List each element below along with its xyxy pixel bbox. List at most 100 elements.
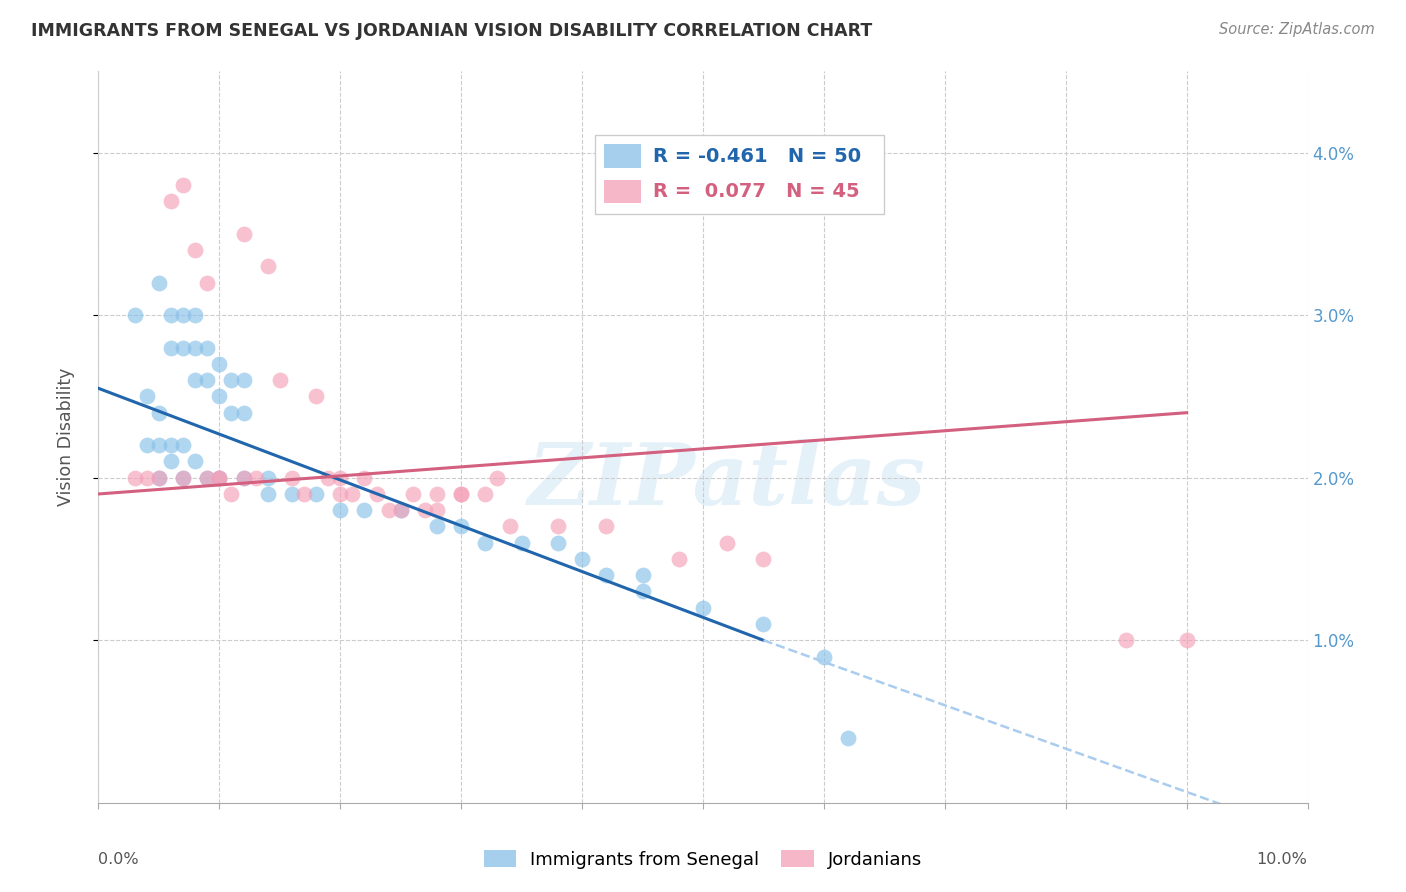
Bar — [605, 179, 641, 203]
Bar — [605, 144, 641, 168]
Point — [413, 503, 436, 517]
Point — [486, 471, 509, 485]
Point — [135, 389, 157, 403]
Point — [172, 438, 194, 452]
Point — [595, 568, 617, 582]
Text: ZIPatlas: ZIPatlas — [529, 439, 927, 523]
Point — [184, 341, 207, 355]
Point — [184, 308, 207, 322]
Point — [232, 471, 254, 485]
Point — [221, 406, 243, 420]
Y-axis label: Vision Disability: Vision Disability — [56, 368, 75, 507]
Point — [148, 471, 170, 485]
Point — [329, 487, 352, 501]
Point — [547, 535, 569, 549]
Point — [124, 308, 146, 322]
Point — [292, 487, 315, 501]
Text: R =  0.077   N = 45: R = 0.077 N = 45 — [652, 182, 859, 202]
Point — [402, 487, 425, 501]
Point — [195, 373, 218, 387]
Point — [208, 471, 231, 485]
Point — [160, 341, 183, 355]
Point — [232, 471, 254, 485]
Point — [184, 454, 207, 468]
Point — [184, 373, 207, 387]
Point — [692, 600, 714, 615]
Point — [752, 552, 775, 566]
Point — [631, 584, 654, 599]
Point — [135, 471, 157, 485]
Point — [837, 731, 859, 745]
Point — [195, 471, 218, 485]
Point — [195, 471, 218, 485]
Point — [232, 227, 254, 241]
Point — [160, 454, 183, 468]
Point — [208, 471, 231, 485]
Point — [135, 438, 157, 452]
Point — [389, 503, 412, 517]
Point — [160, 194, 183, 209]
Point — [498, 519, 520, 533]
Point — [208, 471, 231, 485]
Point — [245, 471, 267, 485]
Point — [148, 471, 170, 485]
Point — [353, 503, 375, 517]
Point — [148, 276, 170, 290]
Point — [305, 389, 328, 403]
Point — [172, 178, 194, 193]
Point — [232, 406, 254, 420]
Point — [631, 568, 654, 582]
Point — [316, 471, 339, 485]
Point — [221, 373, 243, 387]
Point — [124, 471, 146, 485]
Text: R = -0.461   N = 50: R = -0.461 N = 50 — [652, 147, 860, 166]
Point — [172, 471, 194, 485]
FancyBboxPatch shape — [595, 135, 884, 213]
Point — [195, 341, 218, 355]
Point — [256, 471, 278, 485]
Point — [256, 487, 278, 501]
Point — [474, 535, 496, 549]
Point — [269, 373, 291, 387]
Point — [160, 438, 183, 452]
Point — [172, 471, 194, 485]
Point — [450, 487, 472, 501]
Point — [474, 487, 496, 501]
Point — [426, 519, 449, 533]
Point — [184, 243, 207, 257]
Point — [256, 260, 278, 274]
Point — [426, 487, 449, 501]
Point — [208, 357, 231, 371]
Point — [281, 471, 304, 485]
Text: IMMIGRANTS FROM SENEGAL VS JORDANIAN VISION DISABILITY CORRELATION CHART: IMMIGRANTS FROM SENEGAL VS JORDANIAN VIS… — [31, 22, 872, 40]
Point — [377, 503, 399, 517]
Text: Source: ZipAtlas.com: Source: ZipAtlas.com — [1219, 22, 1375, 37]
Point — [342, 487, 364, 501]
Point — [450, 487, 472, 501]
Point — [329, 503, 352, 517]
Text: 10.0%: 10.0% — [1257, 852, 1308, 866]
Point — [329, 471, 352, 485]
Text: 0.0%: 0.0% — [98, 852, 139, 866]
Point — [813, 649, 835, 664]
Point — [813, 161, 835, 176]
Point — [366, 487, 388, 501]
Point — [668, 552, 690, 566]
Point — [160, 308, 183, 322]
Point — [752, 617, 775, 632]
Point — [1175, 633, 1198, 648]
Point — [1115, 633, 1137, 648]
Point — [547, 519, 569, 533]
Point — [148, 438, 170, 452]
Point — [450, 519, 472, 533]
Point — [281, 487, 304, 501]
Point — [148, 406, 170, 420]
Point — [571, 552, 593, 566]
Point — [510, 535, 533, 549]
Point — [595, 519, 617, 533]
Point — [208, 389, 231, 403]
Point — [172, 308, 194, 322]
Point — [716, 535, 738, 549]
Point — [389, 503, 412, 517]
Point — [195, 276, 218, 290]
